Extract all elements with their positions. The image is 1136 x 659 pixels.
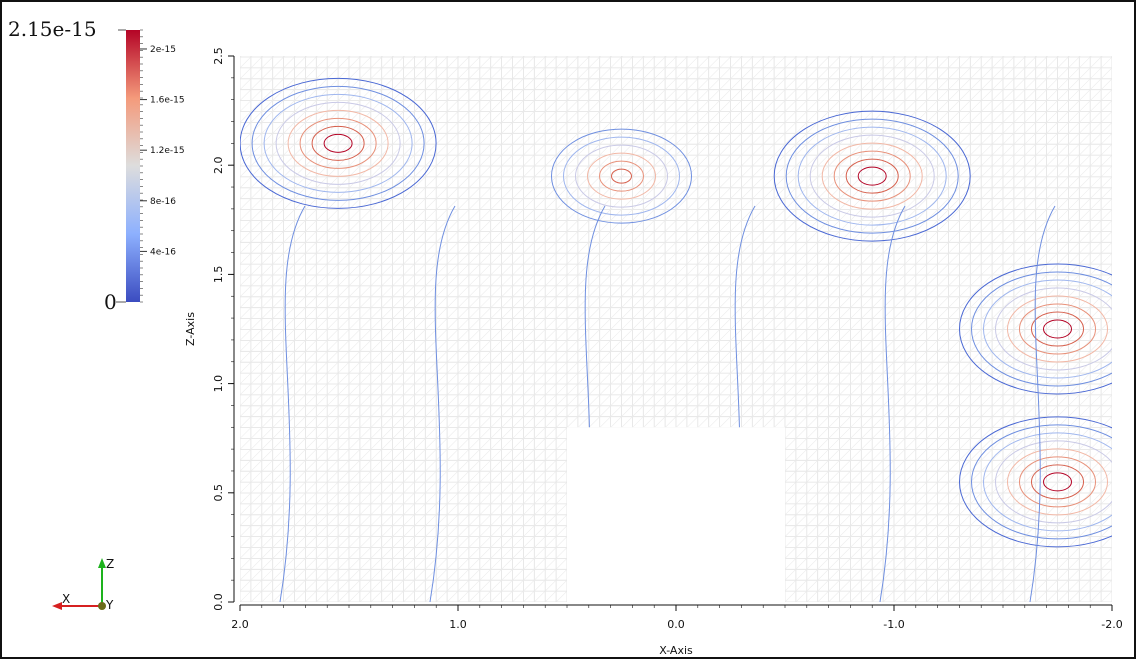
contour-line xyxy=(1029,205,1056,602)
colorbar-tick-label: 2e-15 xyxy=(150,45,176,55)
z-axis-ticks: 0.0 0.5 1.0 1.5 2.0 2.5 xyxy=(212,47,234,611)
z-tick-label: 2.5 xyxy=(212,47,225,65)
contour-hotspot xyxy=(773,110,971,242)
colorbar-tick-label: 1.2e-15 xyxy=(150,146,185,156)
x-axis-ticks: 2.0 1.0 0.0 -1.0 -2.0 xyxy=(231,605,1123,631)
triad-z-label: Z xyxy=(106,557,114,571)
contour-hotspot xyxy=(959,416,1112,548)
x-tick-label: -2.0 xyxy=(1101,618,1122,631)
triad-y-dot xyxy=(98,602,106,610)
x-tick-label: 2.0 xyxy=(231,618,249,631)
z-axis-title: Z-Axis xyxy=(184,312,197,346)
contour-line xyxy=(879,205,906,602)
colorbar-tick-label: 1.6e-15 xyxy=(150,96,185,106)
z-tick-label: 2.0 xyxy=(212,156,225,174)
z-tick-label: 1.0 xyxy=(212,375,225,393)
triad-y-label: Y xyxy=(105,598,114,612)
x-tick-label: 1.0 xyxy=(449,618,467,631)
colorbar-tick-label: 8e-16 xyxy=(150,197,176,207)
x-tick-label: -1.0 xyxy=(883,618,904,631)
contour-hotspot xyxy=(240,77,437,209)
colorbar-ticks: 2e-15 1.6e-15 1.2e-15 8e-16 4e-16 xyxy=(140,29,185,303)
z-tick-label: 0.0 xyxy=(212,593,225,611)
x-axis-title: X-Axis xyxy=(659,644,693,657)
blank-region xyxy=(567,427,785,602)
x-tick-label: 0.0 xyxy=(667,618,685,631)
contour-line xyxy=(279,205,306,602)
contour-hotspot xyxy=(959,263,1112,395)
contour-lines xyxy=(240,77,1112,602)
colorbar-max-label: 2.15e-15 xyxy=(8,17,97,41)
colorbar-min-label: 0 xyxy=(104,290,117,314)
contour-hotspot xyxy=(551,128,692,224)
triad-x-label: X xyxy=(62,592,70,606)
orientation-axes: Z X Y xyxy=(52,557,114,612)
mesh-grid xyxy=(240,56,1112,602)
z-tick-label: 1.5 xyxy=(212,266,225,284)
colorbar xyxy=(126,30,140,302)
z-tick-label: 0.5 xyxy=(212,484,225,502)
contour-line xyxy=(429,205,456,602)
colorbar-tick-label: 4e-16 xyxy=(150,247,176,257)
